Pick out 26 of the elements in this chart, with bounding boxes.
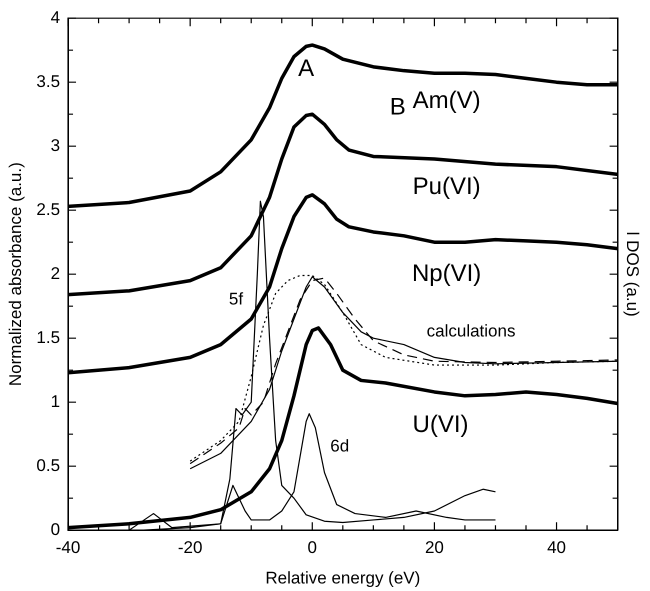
y-tick-label: 2 bbox=[50, 264, 60, 283]
y-tick-label: 1.5 bbox=[36, 328, 60, 347]
x-tick-label: 20 bbox=[424, 538, 444, 558]
series-label: Pu(VI) bbox=[412, 172, 481, 200]
y-tick-label: 3.5 bbox=[36, 72, 60, 91]
y-tick-label: 0 bbox=[50, 520, 60, 539]
y-tick-label: 2.5 bbox=[36, 200, 60, 219]
series-label: 5f bbox=[228, 289, 244, 308]
x-tick-label: 40 bbox=[547, 538, 566, 558]
y-tick-label: 0.5 bbox=[36, 456, 60, 475]
annotation: B bbox=[390, 93, 406, 120]
x-tick-label: -40 bbox=[56, 538, 80, 558]
x-tick-label: 0 bbox=[308, 538, 318, 558]
series-label: 6d bbox=[330, 436, 350, 456]
y-tick-label: 1 bbox=[50, 392, 60, 411]
y-tick-label: 4 bbox=[50, 8, 60, 27]
y2-axis-title: l DOS (a.u) bbox=[623, 232, 642, 317]
annotation: calculations bbox=[426, 321, 516, 340]
series-label: Np(VI) bbox=[412, 260, 482, 287]
x-axis-title: Relative energy (eV) bbox=[265, 568, 420, 588]
y-tick-label: 3 bbox=[50, 136, 60, 155]
annotation: A bbox=[298, 55, 314, 82]
y-axis-title: Normalized absorbance (a.u.) bbox=[6, 162, 25, 386]
series-label: U(VI) bbox=[412, 410, 469, 438]
series-label: Am(V) bbox=[412, 87, 481, 114]
x-tick-label: -20 bbox=[178, 538, 202, 558]
